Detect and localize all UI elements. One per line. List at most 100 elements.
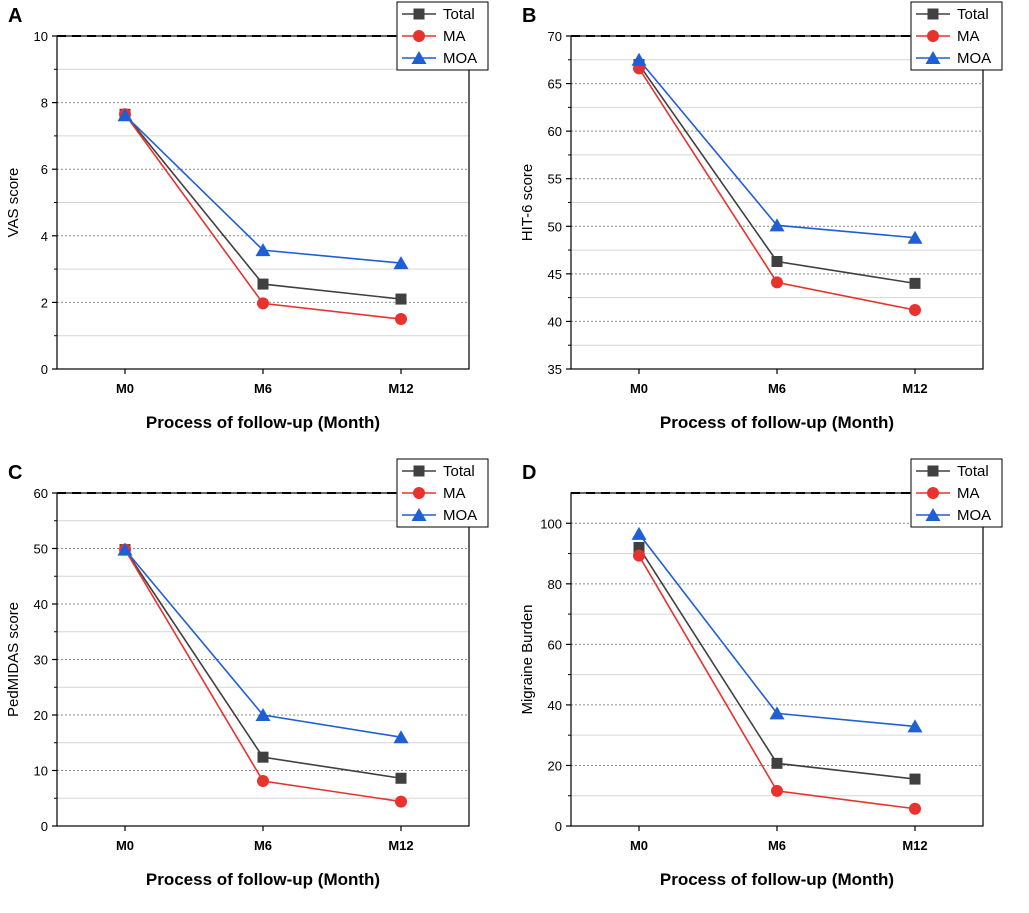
data-point-moa — [255, 243, 271, 257]
data-point-total — [771, 255, 783, 267]
series-points-moa — [631, 52, 923, 244]
series-line-moa — [638, 533, 916, 728]
y-tick-label: 50 — [34, 542, 48, 557]
series-points-moa — [631, 526, 923, 733]
data-point-total — [771, 757, 783, 769]
data-point-ma — [395, 795, 407, 808]
series-line-moa — [638, 59, 916, 239]
panel-label: D — [522, 462, 536, 484]
legend-marker-total — [927, 465, 939, 477]
data-point-ma — [771, 784, 783, 797]
data-point-total — [257, 751, 269, 763]
series-points-total — [119, 544, 407, 784]
y-axis-title: Migraine Burden — [519, 604, 536, 714]
y-tick-label: 45 — [548, 267, 562, 282]
series-line-total — [638, 547, 916, 780]
data-point-moa — [117, 108, 133, 122]
series-points-total — [633, 59, 921, 289]
x-tick-label: M6 — [254, 381, 272, 396]
series-points-ma — [633, 549, 921, 815]
y-tick-label: 30 — [34, 653, 48, 668]
panel-c: C 0 10 20 30 40 50 60 M0 M6 M12 Process of follow-u… — [0, 457, 514, 913]
data-point-ma — [395, 313, 407, 326]
series-points-moa — [117, 542, 409, 744]
legend-label-total: Total — [957, 463, 989, 480]
data-point-total — [395, 772, 407, 784]
legend-label-total: Total — [443, 6, 475, 23]
y-tick-label: 40 — [548, 698, 562, 713]
x-tick-label: M12 — [902, 381, 927, 396]
legend-marker-total — [927, 8, 939, 20]
panel-label: A — [8, 5, 22, 27]
y-tick-label: 10 — [34, 29, 48, 44]
y-tick-label: 20 — [34, 708, 48, 723]
series-line-ma — [638, 555, 916, 810]
y-tick-label: 20 — [548, 758, 562, 773]
data-point-moa — [769, 218, 785, 232]
legend-marker-ma — [927, 30, 939, 42]
x-tick-label: M0 — [116, 381, 134, 396]
x-axis-title: Process of follow-up (Month) — [660, 413, 894, 432]
legend: Total MA MOA — [910, 458, 1003, 528]
data-point-moa — [117, 542, 133, 556]
data-point-moa — [393, 256, 409, 270]
y-tick-label: 55 — [548, 172, 562, 187]
legend-label-ma: MA — [957, 485, 980, 502]
y-tick-label: 2 — [41, 295, 48, 310]
legend-marker-total — [413, 465, 425, 477]
legend-marker-moa — [411, 508, 427, 521]
plot-frame — [570, 492, 984, 827]
y-tick-label: 4 — [41, 229, 48, 244]
panel-d: D 0 20 40 60 80 100 M0 M6 M12 Process of follow-up… — [514, 457, 1028, 913]
series-line-moa — [124, 114, 402, 264]
y-tick-label: 100 — [540, 516, 562, 531]
series-points-ma — [119, 108, 407, 326]
x-axis-title: Process of follow-up (Month) — [146, 413, 380, 432]
legend-marker-ma — [413, 30, 425, 42]
data-point-ma — [257, 775, 269, 788]
y-tick-label: 70 — [548, 29, 562, 44]
legend-marker-moa — [411, 51, 427, 64]
panel-label: B — [522, 5, 536, 27]
legend: Total MA MOA — [396, 458, 489, 528]
legend-marker-total — [413, 8, 425, 20]
legend-label-moa: MOA — [957, 50, 991, 67]
series-line-total — [124, 113, 402, 300]
y-tick-label: 40 — [34, 597, 48, 612]
y-axis-title: VAS score — [5, 168, 22, 238]
series-line-total — [124, 549, 402, 780]
legend-marker-moa — [925, 508, 941, 521]
x-axis-title: Process of follow-up (Month) — [660, 870, 894, 889]
y-tick-label: 40 — [548, 314, 562, 329]
data-point-ma — [909, 304, 921, 317]
legend-label-ma: MA — [957, 28, 980, 45]
data-point-moa — [631, 52, 647, 66]
x-tick-label: M12 — [388, 838, 413, 853]
y-tick-label: 10 — [34, 764, 48, 779]
x-tick-label: M6 — [254, 838, 272, 853]
legend: Total MA MOA — [910, 1, 1003, 71]
chart-a: A 0 2 4 6 8 10 M0 M6 M12 Process of follow-up (Mon… — [5, 1, 489, 432]
data-point-total — [395, 293, 407, 305]
data-point-total — [633, 541, 645, 553]
data-point-ma — [909, 802, 921, 815]
legend-marker-ma — [413, 487, 425, 499]
x-tick-label: M12 — [902, 838, 927, 853]
y-tick-label: 60 — [548, 637, 562, 652]
data-point-moa — [631, 526, 647, 540]
legend-marker-moa — [925, 51, 941, 64]
panel-label: C — [8, 462, 22, 484]
legend-label-total: Total — [443, 463, 475, 480]
data-point-total — [909, 277, 921, 289]
y-tick-label: 0 — [41, 362, 48, 377]
legend-label-ma: MA — [443, 28, 466, 45]
x-tick-label: M12 — [388, 381, 413, 396]
series-points-total — [119, 108, 407, 305]
legend-label-moa: MOA — [443, 50, 477, 67]
chart-d: D 0 20 40 60 80 100 M0 M6 M12 Process of follow-up… — [519, 458, 1003, 889]
data-point-ma — [633, 549, 645, 562]
y-tick-label: 60 — [548, 124, 562, 139]
series-points-ma — [119, 543, 407, 808]
data-point-moa — [907, 230, 923, 244]
legend-label-moa: MOA — [957, 507, 991, 524]
